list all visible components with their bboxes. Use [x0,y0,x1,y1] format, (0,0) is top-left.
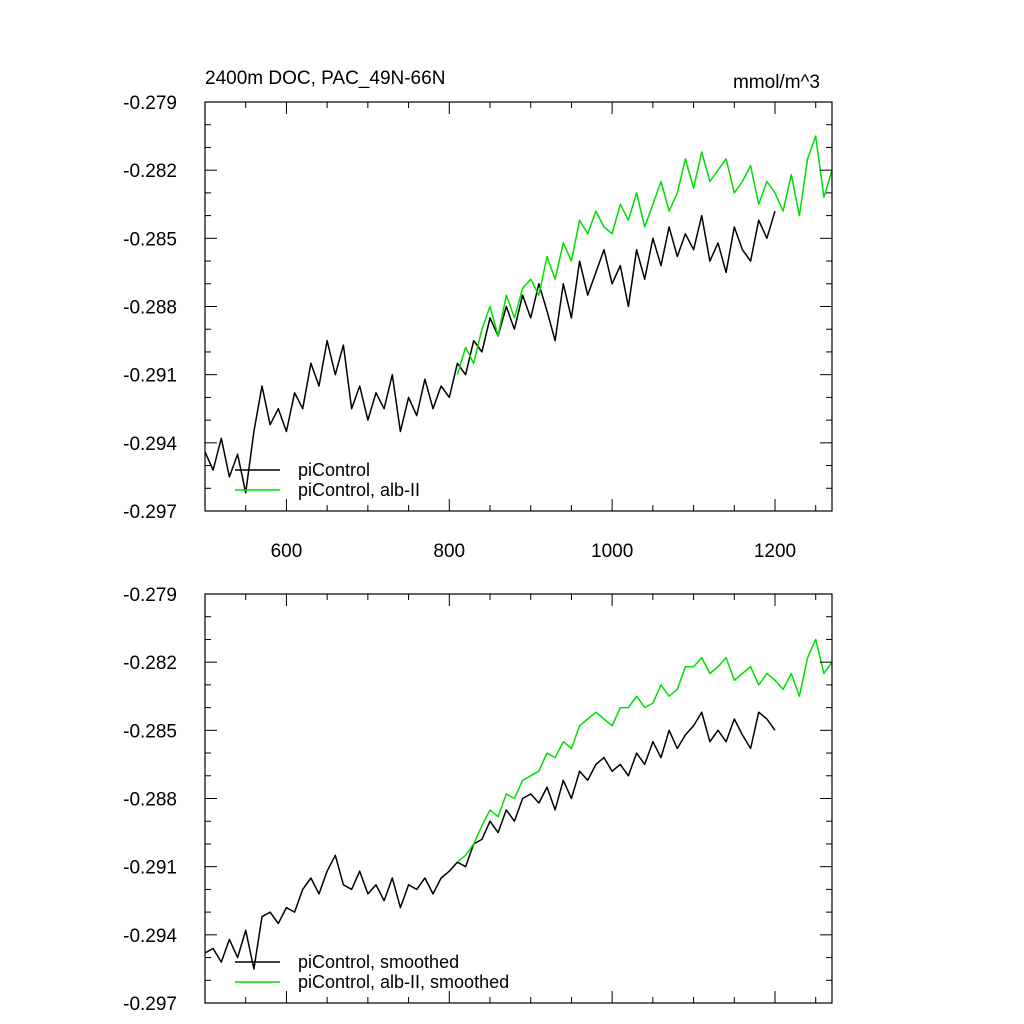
y-tick-label: -0.297 [123,994,177,1015]
legend-label: piControl, alb-II, smoothed [298,972,509,992]
panels: -0.279 -0.282 -0.285 -0.288 -0.291 -0.294 -0.2… [123,68,833,1015]
y-tick-label: -0.285 [123,721,177,742]
legend-label: piControl, smoothed [298,952,459,972]
legend-label: piControl [298,460,370,480]
chart-title: 2400m DOC, PAC_49N-66N [205,68,445,89]
y-tick-label: -0.297 [123,502,177,523]
x-tick-label: 1000 [591,541,633,562]
y-tick-label: -0.291 [123,366,177,387]
y-tick-label: -0.288 [123,298,177,319]
y-tick-label: -0.285 [123,229,177,250]
series-group [205,135,832,494]
chart-panel-1: -0.279 -0.282 -0.285 -0.288 -0.291 -0.294 -0.2… [123,68,833,562]
series-line-alb-ii [456,638,832,863]
y-tick-label: -0.288 [123,790,177,811]
y-tick-label: -0.279 [123,93,177,114]
x-tick-label: 800 [433,541,465,562]
x-tick-label: 600 [271,541,303,562]
legend-label: piControl, alb-II [298,480,420,500]
series-line-picontrol [205,711,776,970]
y-tick-label: -0.294 [123,926,177,947]
series-group [205,638,832,970]
units-label: mmol/m^3 [733,72,820,93]
y-tick-label: -0.282 [123,161,177,182]
y-tick-label: -0.294 [123,434,177,455]
y-tick-label: -0.282 [123,653,177,674]
chart-panel-2: -0.279 -0.282 -0.285 -0.288 -0.291 -0.294 -0.2… [123,585,833,1015]
y-tick-label: -0.279 [123,585,177,606]
y-tick-label: -0.291 [123,858,177,879]
series-line-alb-ii [456,135,832,375]
x-tick-label: 1200 [754,541,796,562]
series-line-picontrol [205,210,776,494]
